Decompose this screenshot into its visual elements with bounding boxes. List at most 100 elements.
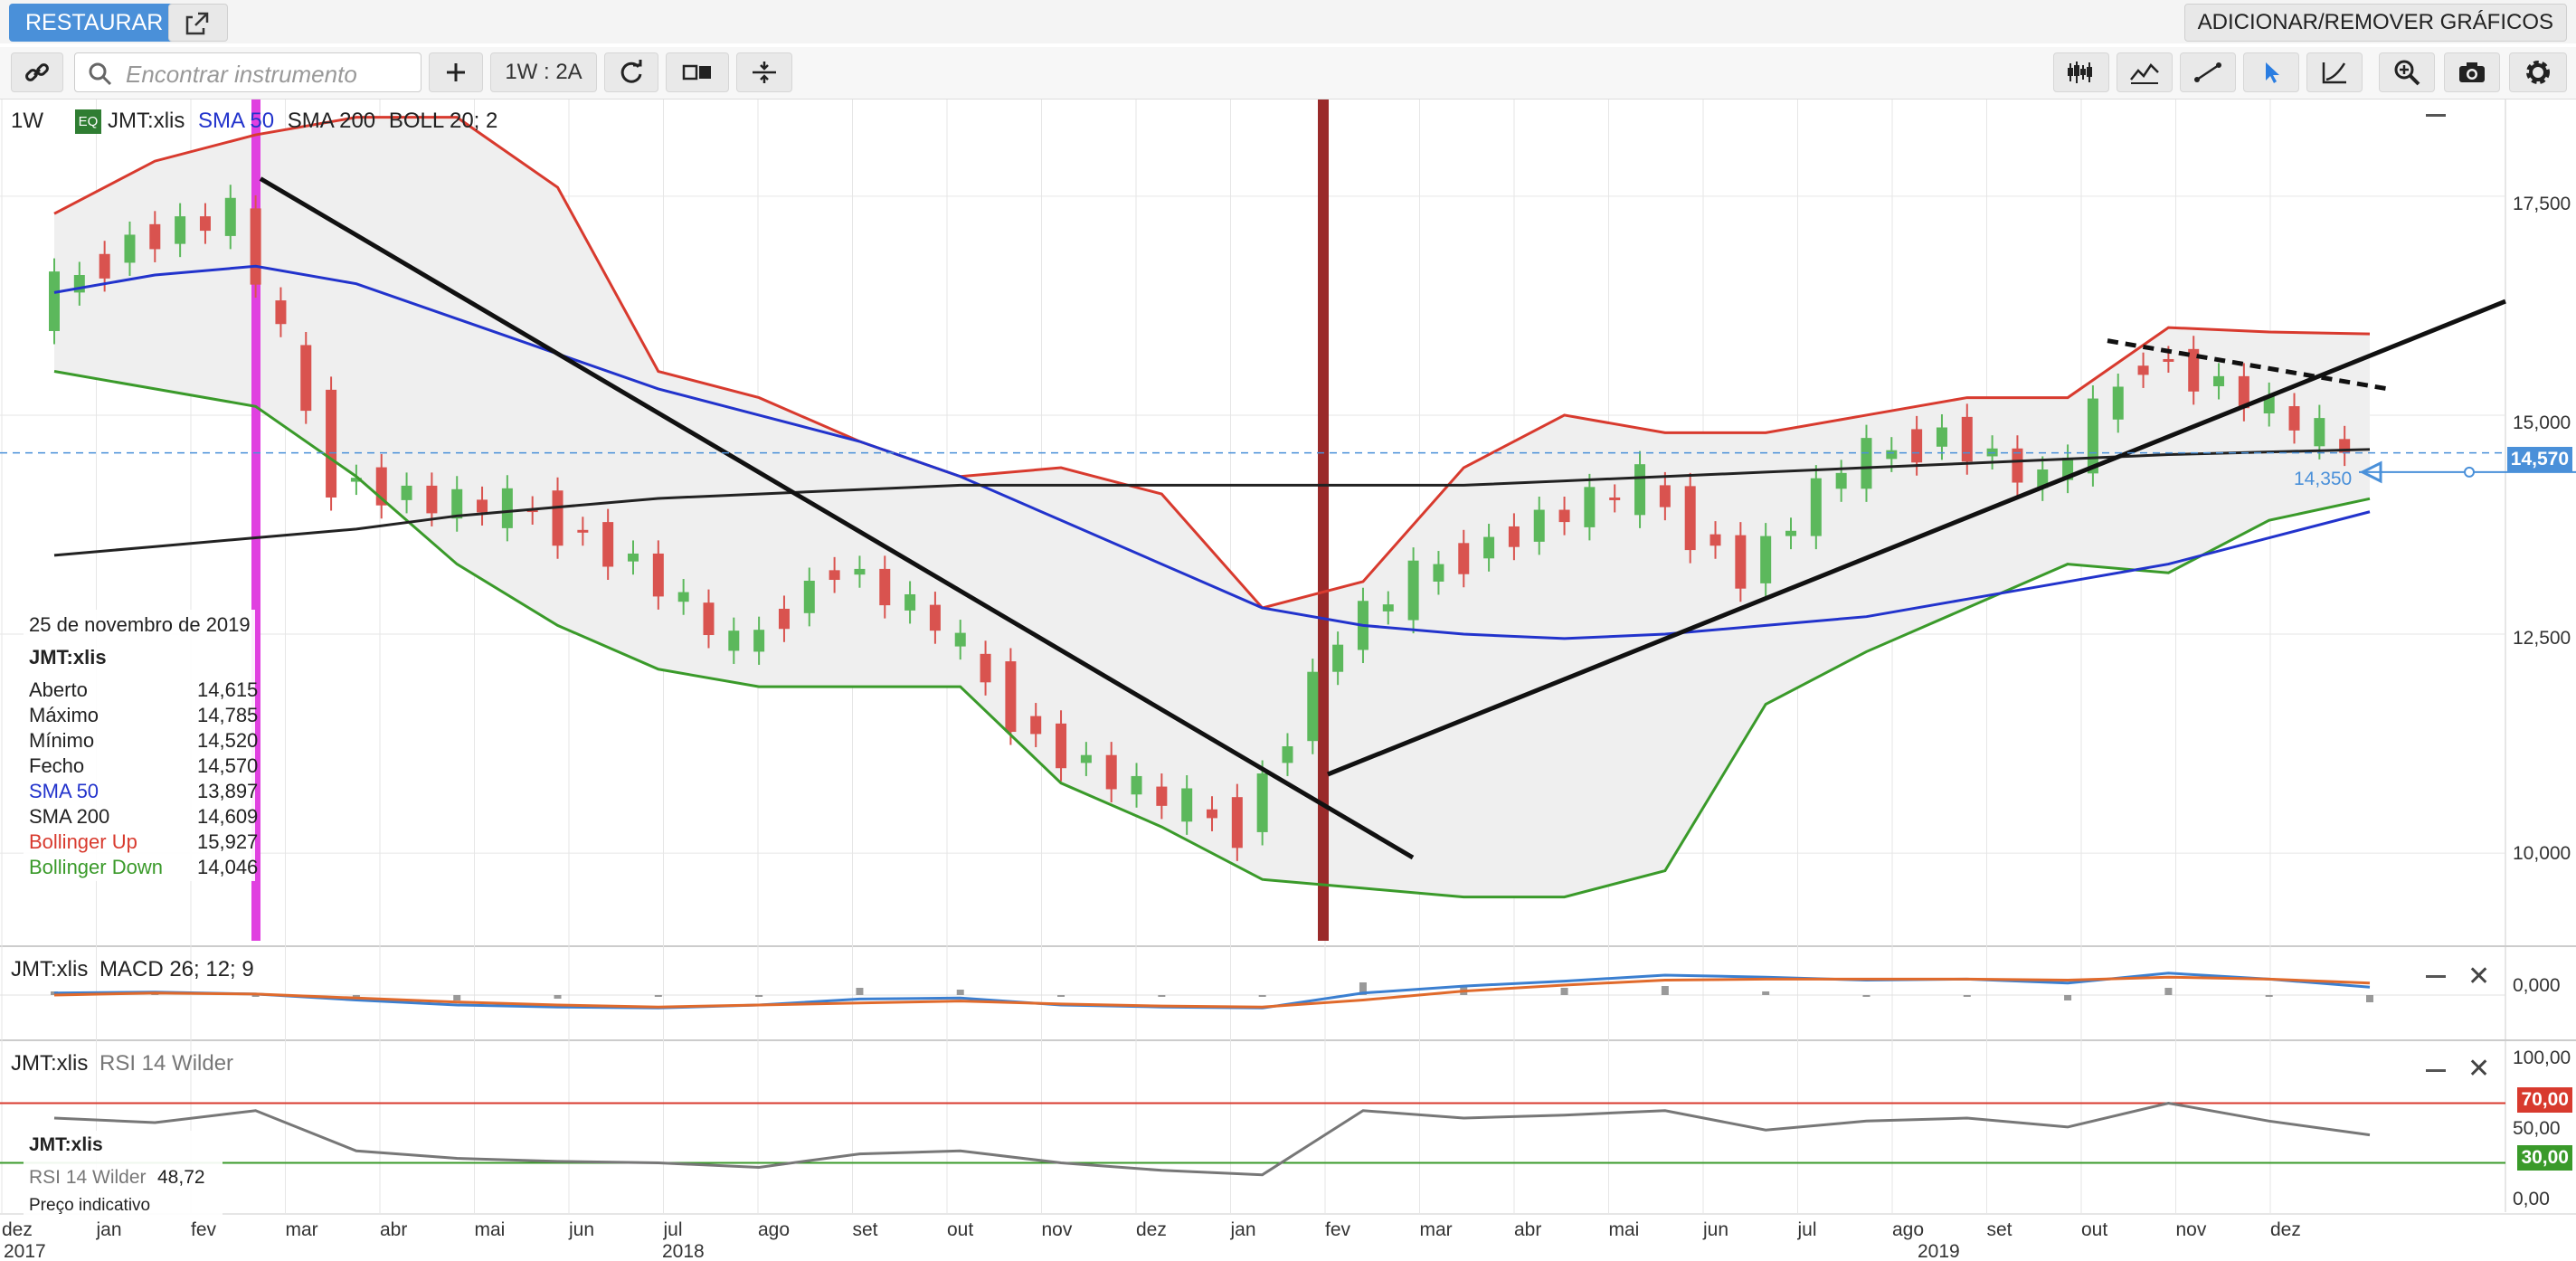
- candle-body: [501, 488, 513, 528]
- downtrend-line: [259, 176, 1415, 860]
- candle-body: [1332, 644, 1344, 672]
- search-placeholder: Encontrar instrumento: [126, 61, 357, 88]
- bollinger-up-line: [53, 116, 2371, 610]
- period-selector[interactable]: 1W : 2A: [490, 52, 597, 92]
- x-tick-month: mai: [474, 1219, 506, 1240]
- candle-body: [1382, 604, 1394, 612]
- curve-button[interactable]: [2306, 52, 2363, 92]
- candle-body: [628, 553, 639, 562]
- candle-body: [1659, 485, 1671, 507]
- x-tick-month: mai: [1608, 1219, 1640, 1240]
- candle-body: [1056, 723, 1067, 769]
- refresh-icon: [620, 60, 642, 83]
- minimize-rsi-icon[interactable]: [2426, 1069, 2446, 1072]
- macd-histogram-bar: [654, 995, 662, 997]
- candle-body: [753, 630, 765, 652]
- zoom-button[interactable]: [2379, 52, 2435, 92]
- macd-histogram-bar: [1057, 995, 1065, 997]
- x-tick-year: 2019: [1918, 1241, 1960, 1261]
- rsi-level-70-tag: 70,00: [2517, 1087, 2572, 1113]
- candle-body: [1458, 543, 1470, 574]
- add-remove-charts-button[interactable]: ADICIONAR/REMOVER GRÁFICOS: [2183, 4, 2567, 42]
- candle-body: [2314, 418, 2325, 447]
- candle-body: [2012, 448, 2023, 483]
- add-button[interactable]: [429, 52, 483, 92]
- tooltip-row: Mínimo 14,520: [29, 729, 264, 754]
- x-tick-month: dez: [2, 1219, 33, 1240]
- event-marker-magenta: [251, 100, 260, 941]
- candle-body: [451, 488, 463, 519]
- candle-body: [2112, 386, 2124, 420]
- indicators-button[interactable]: [2053, 52, 2109, 92]
- candle-body: [99, 253, 110, 279]
- x-tick-month: set: [1986, 1219, 2012, 1240]
- tooltip-row-value: 13,897: [197, 780, 259, 802]
- close-rsi-icon[interactable]: ✕: [2467, 1054, 2491, 1084]
- y-tick-10000: 10,000: [2513, 843, 2571, 864]
- candle-body: [854, 568, 866, 575]
- tooltip-row: Bollinger Down 14,046: [29, 856, 264, 881]
- candle-body: [1886, 450, 1898, 460]
- draw-line-button[interactable]: [2180, 52, 2236, 92]
- minimize-main-icon[interactable]: [2426, 114, 2446, 117]
- macd-histogram-bar: [554, 995, 562, 999]
- candle-body: [401, 485, 412, 500]
- layout-icon: [682, 64, 711, 81]
- curve-icon: [2322, 62, 2346, 84]
- tooltip-row: Máximo 14,785: [29, 704, 264, 729]
- x-tick-month: nov: [2175, 1219, 2207, 1240]
- macd-histogram-bar: [1762, 991, 1770, 995]
- layout-button[interactable]: [666, 52, 729, 92]
- candle-body: [1181, 788, 1193, 822]
- cursor-icon: [2266, 62, 2279, 83]
- popout-button[interactable]: [168, 4, 228, 42]
- x-tick-month: abr: [1514, 1219, 1542, 1240]
- x-tick-month: out: [947, 1219, 974, 1240]
- alert-arrow-icon: [2359, 460, 2382, 484]
- tooltip-row-value: 14,785: [197, 704, 259, 726]
- macd-y-tick: 0,000: [2513, 975, 2561, 996]
- alert-handle: [2464, 466, 2475, 478]
- zoom-in-icon: [2394, 60, 2420, 86]
- tooltip-row-label: Aberto: [29, 678, 88, 701]
- rsi-tooltip: JMT:xlis RSI 14 Wilder 48,72 Preço indic…: [24, 1131, 223, 1221]
- rsi-tooltip-label: RSI 14 Wilder: [29, 1167, 147, 1188]
- cursor-button[interactable]: [2243, 52, 2299, 92]
- tooltip-row: Fecho 14,570: [29, 754, 264, 780]
- chart-type-button[interactable]: [2117, 52, 2173, 92]
- tooltip-row-value: 15,927: [197, 830, 259, 853]
- chart-area[interactable]: [0, 100, 2576, 1261]
- search-input[interactable]: Encontrar instrumento: [74, 52, 421, 92]
- snapshot-button[interactable]: [2444, 52, 2500, 92]
- candle-body: [1433, 564, 1444, 582]
- candle-body: [149, 223, 161, 250]
- macd-histogram-bar: [1963, 995, 1971, 997]
- split-button[interactable]: [736, 52, 792, 92]
- candle-body: [2213, 375, 2225, 386]
- candle-body: [426, 485, 438, 514]
- candle-body: [829, 570, 840, 581]
- candle-body: [1709, 534, 1721, 546]
- minimize-macd-icon[interactable]: [2426, 975, 2446, 978]
- x-tick-month: mar: [1419, 1219, 1453, 1240]
- tooltip-date: 25 de novembro de 2019: [29, 613, 251, 636]
- tooltip-row-value: 14,570: [197, 754, 259, 777]
- close-macd-icon[interactable]: ✕: [2467, 962, 2491, 991]
- restore-button[interactable]: RESTAURAR: [9, 4, 180, 42]
- candle-body: [2137, 365, 2149, 375]
- tooltip-row-label: Mínimo: [29, 729, 95, 752]
- rsi-line: [53, 1101, 2371, 1177]
- candle-body: [1005, 661, 1017, 733]
- macd-signal-line: [53, 975, 2371, 1009]
- interval-label: 1W: [11, 109, 43, 133]
- link-button[interactable]: [11, 52, 63, 92]
- candle-body: [2087, 398, 2098, 474]
- macd-histogram-bar: [453, 995, 461, 1000]
- alert-price-label[interactable]: 14,350: [2294, 469, 2353, 489]
- candle-body: [1684, 486, 1696, 551]
- sma200-line: [53, 448, 2371, 557]
- candle-body: [175, 216, 186, 244]
- settings-button[interactable]: [2509, 52, 2567, 92]
- refresh-button[interactable]: [604, 52, 658, 92]
- candle-body: [803, 580, 815, 613]
